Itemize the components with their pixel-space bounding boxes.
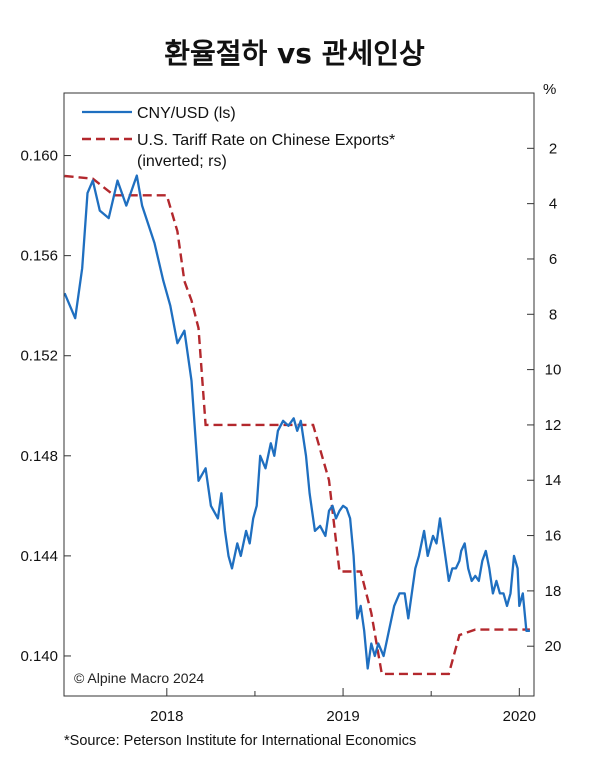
left-tick-label: 0.156: [20, 248, 58, 265]
source-footnote: *Source: Peterson Institute for Internat…: [64, 733, 417, 749]
legend-cny-label: CNY/USD (ls): [137, 105, 236, 122]
x-axis: 2018 2019 2020: [150, 688, 536, 725]
right-tick-label: 14: [545, 472, 562, 489]
right-tick-label: 18: [545, 583, 562, 600]
left-tick-label: 0.144: [20, 548, 58, 565]
legend: CNY/USD (ls) U.S. Tariff Rate on Chinese…: [82, 105, 395, 170]
right-tick-label: 20: [545, 638, 562, 655]
right-tick-label: 16: [545, 528, 562, 545]
legend-tariff-label-2: (inverted; rs): [137, 153, 227, 170]
copyright-label: © Alpine Macro 2024: [74, 670, 204, 686]
legend-tariff-label: U.S. Tariff Rate on Chinese Exports*: [137, 132, 395, 149]
page-title: 환율절하 vs 관세인상: [164, 37, 425, 70]
x-tick-label: 2019: [326, 708, 359, 725]
left-tick-label: 0.140: [20, 648, 58, 665]
left-tick-label: 0.160: [20, 148, 58, 165]
right-axis: 2 4 6 8 10 12 14 16 18 20: [527, 140, 561, 655]
tariff-rate-series-line: [64, 174, 530, 676]
right-tick-label: 2: [549, 140, 557, 157]
right-axis-unit: %: [543, 81, 556, 98]
right-tick-label: 8: [549, 306, 557, 323]
left-tick-label: 0.152: [20, 348, 58, 365]
x-tick-label: 2020: [503, 708, 536, 725]
left-tick-label: 0.148: [20, 448, 58, 465]
left-axis: 0.160 0.156 0.152 0.148 0.144 0.140: [20, 148, 71, 665]
right-tick-label: 6: [549, 251, 557, 268]
right-tick-label: 10: [545, 362, 562, 379]
cny-usd-series-line: [63, 174, 530, 670]
right-tick-label: 12: [545, 417, 562, 434]
plot-frame: [63, 92, 535, 697]
right-tick-label: 4: [549, 196, 557, 213]
x-tick-label: 2018: [150, 708, 183, 725]
